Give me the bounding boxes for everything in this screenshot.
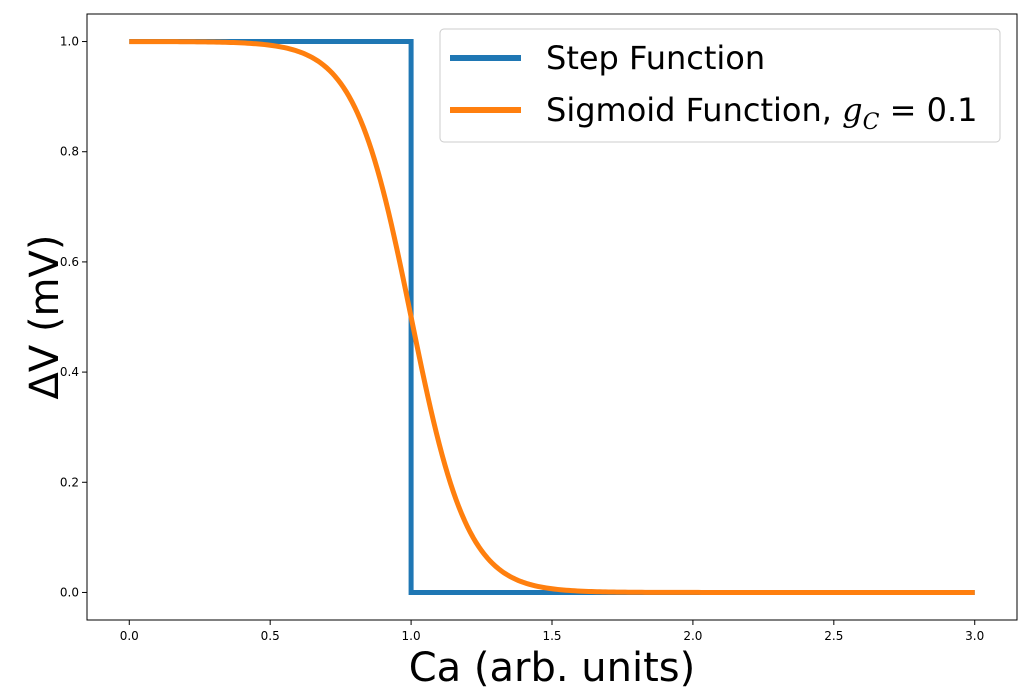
y-tick-label: 0.8 (60, 145, 79, 159)
x-tick-label: 0.0 (120, 629, 139, 643)
y-tick-label: 1.0 (60, 35, 79, 49)
legend-label-sigmoid-symbol: g (842, 91, 862, 129)
legend-label-sigmoid-subscript: C (863, 110, 880, 135)
x-tick-label: 1.5 (542, 629, 561, 643)
x-axis-title: Ca (arb. units) (409, 645, 695, 691)
legend-label-step-function: Step Function (546, 39, 765, 77)
series-layer (129, 39, 975, 595)
x-axis-ticks: 0.0 0.5 1.0 1.5 2.0 2.5 3.0 (120, 620, 984, 643)
x-tick-label: 1.0 (402, 629, 421, 643)
plot-frame (86, 13, 1018, 621)
y-axis-title: ΔV (mV) (22, 235, 68, 400)
y-axis-ticks: 0.0 0.2 0.4 0.6 0.8 1.0 (60, 35, 87, 599)
y-tick-label: 0.0 (60, 585, 79, 599)
y-tick-label: 0.6 (60, 255, 79, 269)
series-line-sigmoid-function (129, 39, 975, 595)
legend-label-sigmoid-function: Sigmoid Function, gC = 0.1 (546, 91, 977, 135)
y-tick-label: 0.4 (60, 365, 79, 379)
legend-label-sigmoid-rest: = 0.1 (879, 91, 977, 129)
legend-box (439, 28, 1001, 143)
x-tick-label: 2.5 (824, 629, 843, 643)
x-tick-label: 2.0 (683, 629, 702, 643)
x-tick-label: 0.5 (261, 629, 280, 643)
x-tick-label: 3.0 (965, 629, 984, 643)
legend: Step Function Sigmoid Function, gC = 0.1 (439, 28, 1001, 143)
legend-label-sigmoid-prefix: Sigmoid Function, (546, 91, 842, 129)
y-tick-label: 0.2 (60, 475, 79, 489)
